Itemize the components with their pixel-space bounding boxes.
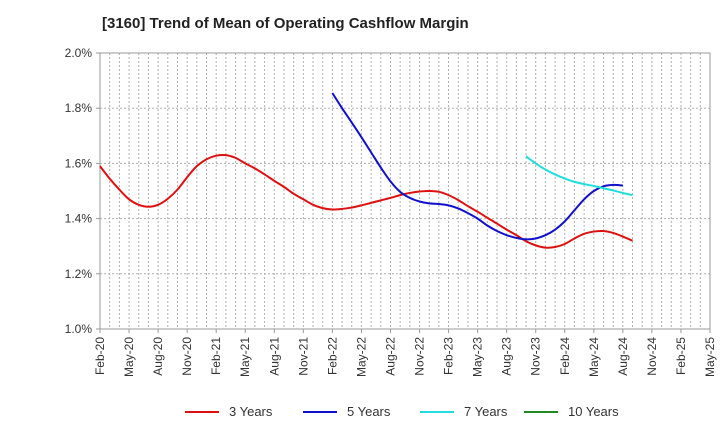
x-tick-label: Feb-24 — [558, 337, 572, 375]
series-line-3-years — [99, 153, 633, 249]
y-tick-label: 1.8% — [65, 101, 93, 115]
x-tick-label: Aug-24 — [616, 337, 630, 376]
x-tick-label: May-24 — [587, 337, 601, 377]
x-tick-label: Aug-20 — [151, 337, 165, 376]
x-tick-label: May-25 — [703, 337, 717, 377]
legend-label: 10 Years — [568, 404, 619, 419]
y-axis: 1.0% 1.2% 1.4% 1.6% 1.8% 2.0% — [65, 46, 100, 336]
x-tick-label: Aug-21 — [267, 337, 281, 376]
x-axis: Feb-20 May-20 Aug-20 Nov-20 Feb-21 May-21 Aug-… — [93, 329, 717, 377]
legend: 3 Years 5 Years 7 Years 10 Years — [0, 404, 720, 426]
grid — [100, 53, 710, 329]
series-lines — [99, 92, 633, 249]
x-tick-label: May-23 — [471, 337, 485, 377]
x-tick-label: Aug-23 — [500, 337, 514, 376]
y-tick-label: 1.0% — [65, 322, 93, 336]
legend-label: 3 Years — [229, 404, 273, 419]
x-tick-label: May-20 — [122, 337, 136, 377]
y-tick-label: 1.4% — [65, 212, 93, 226]
x-tick-label: Nov-22 — [413, 337, 427, 376]
chart-title: [3160] Trend of Mean of Operating Cashfl… — [102, 15, 469, 32]
x-tick-label: Aug-22 — [383, 337, 397, 376]
series-line-7-years — [525, 155, 633, 197]
y-tick-label: 1.2% — [65, 267, 93, 281]
x-tick-label: Feb-23 — [442, 337, 456, 375]
x-tick-label: Nov-24 — [645, 337, 659, 376]
y-tick-label: 1.6% — [65, 156, 93, 170]
x-tick-label: May-21 — [238, 337, 252, 377]
y-tick-label: 2.0% — [65, 46, 93, 60]
x-tick-label: Feb-25 — [674, 337, 688, 375]
x-tick-label: Nov-20 — [180, 337, 194, 376]
x-tick-label: Feb-20 — [93, 337, 107, 375]
legend-swatch — [185, 410, 219, 413]
x-tick-label: May-22 — [354, 337, 368, 377]
x-tick-label: Feb-22 — [325, 337, 339, 375]
legend-item-5-years: 5 Years — [303, 404, 390, 419]
series-line-5-years — [331, 92, 623, 241]
legend-swatch — [524, 410, 558, 413]
plot-frame — [99, 52, 711, 330]
legend-item-3-years: 3 Years — [185, 404, 272, 419]
legend-swatch — [303, 410, 337, 413]
legend-item-7-years: 7 Years — [420, 404, 507, 419]
x-tick-label: Nov-23 — [529, 337, 543, 376]
legend-label: 7 Years — [464, 404, 508, 419]
legend-item-10-years: 10 Years — [524, 404, 619, 419]
x-tick-label: Feb-21 — [209, 337, 223, 375]
legend-label: 5 Years — [347, 404, 391, 419]
legend-swatch — [420, 410, 454, 413]
x-tick-label: Nov-21 — [296, 337, 310, 376]
